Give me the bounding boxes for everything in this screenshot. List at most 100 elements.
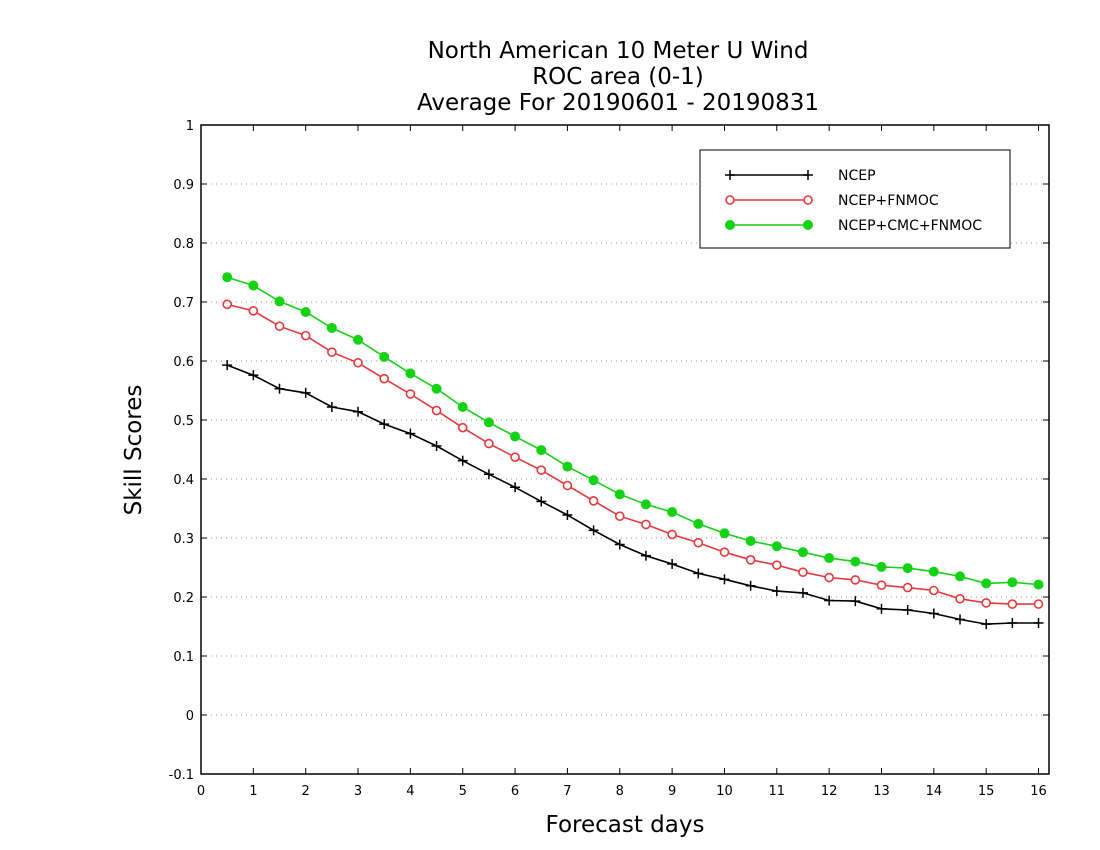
data-point [326, 402, 337, 413]
data-point [248, 280, 259, 291]
data-point [719, 574, 730, 585]
legend-entry: NCEP [725, 168, 876, 184]
y-tick-label: 0 [186, 709, 194, 724]
data-point [725, 170, 735, 180]
x-tick-label: 13 [873, 784, 890, 799]
legend: NCEP NCEP+FNMOC NCEP+CMC+FNMOC [699, 149, 1011, 249]
data-point [850, 556, 861, 567]
data-point [640, 550, 651, 561]
data-point [640, 499, 651, 510]
data-point [772, 560, 782, 570]
data-point [1033, 599, 1044, 609]
y-axis-label: Skill Scores [121, 385, 147, 516]
data-point [803, 195, 813, 205]
data-point [300, 330, 311, 341]
data-point [955, 571, 966, 582]
data-point [850, 596, 861, 607]
data-point [667, 558, 678, 569]
data-point [510, 482, 521, 493]
data-point [1007, 577, 1018, 588]
data-point [353, 406, 364, 417]
data-point [803, 220, 813, 230]
data-point [693, 518, 704, 529]
data-point [981, 598, 991, 608]
data-point [725, 195, 735, 205]
data-point [797, 547, 808, 558]
data-point [981, 578, 992, 589]
data-point [667, 529, 677, 540]
data-point [510, 431, 521, 442]
data-point [483, 417, 494, 428]
legend-label: NCEP+FNMOC [838, 193, 939, 209]
data-point [1007, 599, 1018, 609]
x-tick-label: 14 [926, 784, 943, 799]
data-point [405, 428, 416, 439]
chart-title: North American 10 Meter U Wind ROC area … [417, 38, 819, 116]
x-tick-label: 11 [769, 784, 786, 799]
data-point [379, 419, 390, 430]
chart-title-line-3: Average For 20190601 - 20190831 [417, 90, 819, 116]
data-point [536, 465, 547, 475]
data-point [431, 405, 442, 416]
data-point [955, 593, 965, 604]
data-point [876, 580, 887, 591]
data-point [300, 307, 311, 318]
data-point [981, 619, 992, 630]
x-tick-label: 7 [563, 784, 571, 799]
data-point [353, 357, 363, 368]
data-point [928, 566, 939, 577]
data-point [300, 387, 311, 398]
data-point [536, 496, 547, 507]
x-tick-label: 15 [978, 784, 995, 799]
series-ncep-fnmoc [222, 299, 1044, 609]
data-point [405, 368, 416, 379]
y-tick-label: 0.5 [173, 414, 194, 429]
data-point [719, 547, 730, 557]
data-point [902, 604, 913, 615]
data-point [1007, 617, 1018, 628]
y-tick-label: 0.2 [173, 591, 194, 606]
data-point [771, 541, 782, 552]
data-point [693, 568, 704, 579]
data-point [405, 389, 416, 399]
x-tick-label: 3 [354, 784, 362, 799]
chart-title-line-1: North American 10 Meter U Wind [428, 38, 809, 64]
x-tick-label: 12 [821, 784, 838, 799]
data-point [955, 614, 966, 625]
legend-label: NCEP+CMC+FNMOC [838, 218, 982, 234]
data-point [222, 360, 233, 371]
data-point [562, 509, 573, 520]
data-point [457, 402, 468, 413]
data-point [745, 535, 756, 546]
data-point [274, 383, 285, 394]
legend-box [699, 149, 1011, 249]
legend-entry: NCEP+FNMOC [725, 193, 939, 209]
data-point [929, 585, 939, 596]
data-point [1033, 617, 1044, 628]
y-tick-label: 1 [186, 119, 194, 134]
y-tick-label: -0.1 [169, 768, 194, 783]
data-point [457, 422, 468, 433]
legend-entry: NCEP+CMC+FNMOC [725, 218, 982, 234]
series-ncep-cmc-fnmoc [222, 272, 1044, 590]
data-point [803, 170, 813, 180]
data-point [588, 475, 599, 486]
data-point [483, 469, 494, 480]
data-point [902, 582, 913, 593]
y-tick-label: 0.1 [173, 650, 194, 665]
plot-series [222, 272, 1044, 630]
x-axis-label: Forecast days [546, 812, 705, 838]
data-point [614, 489, 625, 500]
y-tick-label: 0.3 [173, 532, 194, 547]
data-point [379, 373, 390, 384]
data-point [641, 519, 651, 530]
y-tick-label: 0.9 [173, 178, 194, 193]
plot-frame [200, 124, 1050, 775]
data-point [327, 347, 337, 357]
data-point [326, 322, 337, 333]
data-point [667, 507, 678, 518]
x-tick-label: 6 [511, 784, 519, 799]
data-point [725, 220, 735, 230]
series-line [226, 364, 1039, 625]
